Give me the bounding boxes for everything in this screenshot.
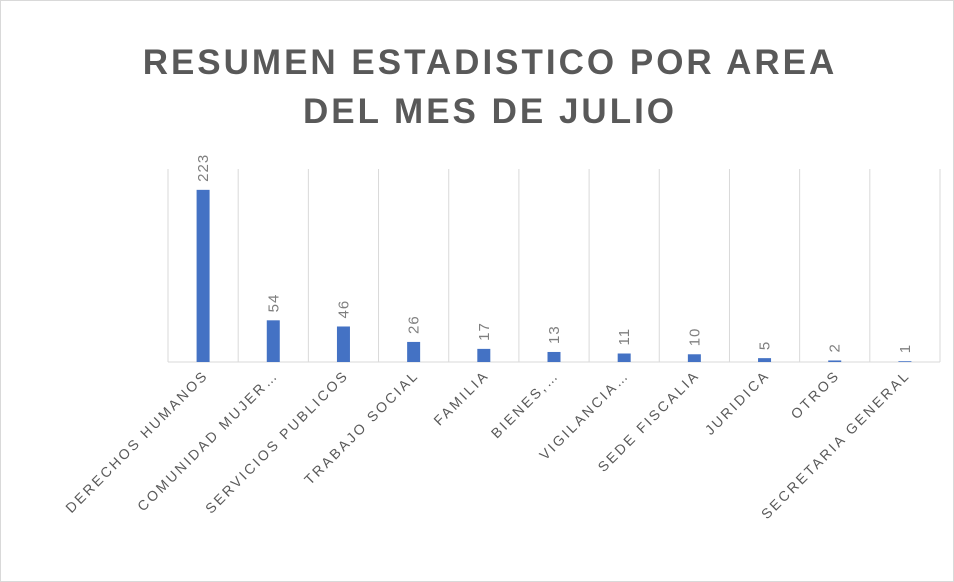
data-label: 10 <box>686 328 703 347</box>
bar <box>196 189 210 362</box>
bar <box>828 360 842 362</box>
bar <box>477 348 491 362</box>
data-label: 223 <box>195 154 212 182</box>
bar <box>547 351 561 362</box>
data-label: 26 <box>406 315 423 334</box>
bar <box>758 358 772 362</box>
chart-title: RESUMEN ESTADISTICO POR AREA <box>143 43 838 82</box>
bar <box>898 361 912 362</box>
data-label: 1 <box>897 344 914 353</box>
bar <box>407 341 421 362</box>
data-label: 46 <box>335 300 352 319</box>
bar <box>617 353 631 362</box>
data-label: 13 <box>546 325 563 344</box>
bar <box>687 354 701 362</box>
data-label: 11 <box>616 328 633 346</box>
bar <box>266 320 280 362</box>
bar <box>336 326 350 362</box>
data-label: 5 <box>757 341 774 350</box>
chart-title: DEL MES DE JULIO <box>303 92 677 131</box>
data-label: 17 <box>476 322 493 341</box>
data-label: 54 <box>265 294 282 313</box>
data-label: 2 <box>827 343 844 352</box>
